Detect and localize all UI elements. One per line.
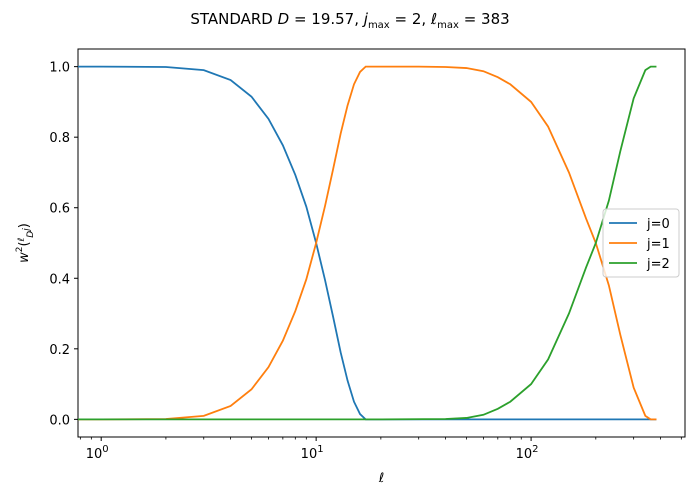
y-label-part: 2 [15,246,25,252]
title-part: max [437,20,459,31]
x-tick-label: 101 [301,444,324,462]
y-label-part: ( [17,241,32,246]
series-line-j2 [78,65,657,421]
y-tick-label: 0.4 [49,272,70,287]
x-tick-label: 100 [86,444,109,462]
title-part: STANDARD [190,10,277,28]
y-axis-label: w2(ℓDj) [15,223,36,263]
legend-label: j=2 [646,257,670,272]
x-tick-exponent: 0 [102,444,108,455]
legend-box [602,208,680,278]
x-tick-exponent: 2 [532,444,538,455]
y-label-part: j [22,228,32,233]
y-tick-label: 0.2 [49,343,70,358]
legend-label: j=1 [646,237,670,252]
x-tick-exponent: 1 [317,444,323,455]
series-line-j1 [78,65,657,421]
title-part: D [278,10,290,28]
y-label-part: ℓ [17,238,27,243]
plot-area-frame [77,48,686,438]
y-label-part: ) [17,223,32,228]
y-tick-label: 0.6 [49,202,70,217]
title-part: max [368,20,390,31]
x-tick-base: 10 [516,447,533,462]
y-tick-label: 0.0 [49,413,70,428]
y-axis-ticks: 0.0 0.2 0.4 0.6 0.8 1.0 [49,61,78,428]
title-part: = 383 [459,10,510,28]
x-tick-base: 10 [86,447,103,462]
title-part: j [362,10,369,28]
series-lines [78,65,657,421]
y-tick-label: 1.0 [49,61,70,76]
legend-label: j=0 [646,217,670,232]
x-tick-base: 10 [301,447,318,462]
y-label-part: w [17,252,32,263]
x-axis-label: ℓ [378,471,384,486]
title-part: = 19.57, [289,10,364,28]
legend: j=0 j=1 j=2 [602,208,680,278]
x-axis-ticks: 100 101 102 [79,437,682,462]
y-label-part: D [26,231,36,238]
y-tick-label: 0.8 [49,131,70,146]
title-part: ℓ [430,10,437,28]
chart-title: STANDARD D = 19.57, jmax = 2, ℓmax = 383 [190,10,509,31]
title-part: = 2, [390,10,431,28]
x-tick-label: 102 [516,444,539,462]
series-line-j0 [78,65,657,421]
